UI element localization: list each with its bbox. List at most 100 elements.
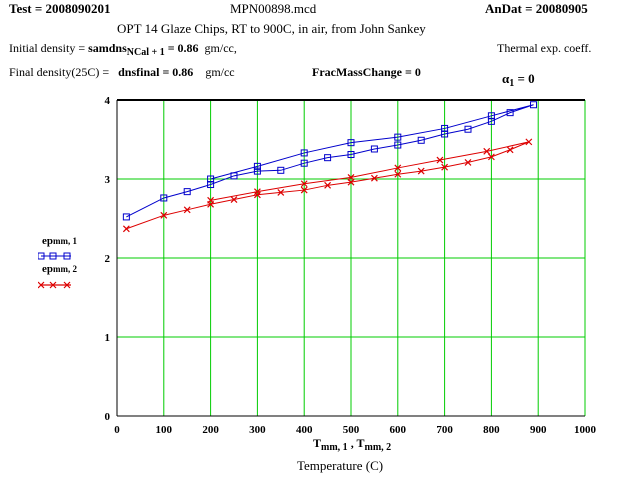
data-point — [207, 196, 215, 204]
y-tick-label: 2 — [105, 253, 111, 265]
data-point — [347, 139, 355, 147]
data-point — [300, 186, 308, 194]
data-point — [122, 225, 130, 233]
initial-density-var: samdns — [88, 41, 127, 55]
file-name: MPN00898.mcd — [230, 1, 317, 16]
series-1-line — [126, 104, 534, 218]
data-point — [464, 125, 472, 133]
data-point — [441, 163, 449, 171]
chart-series — [122, 101, 538, 233]
data-point — [530, 101, 538, 109]
y-tick-label: 4 — [105, 95, 111, 107]
data-point — [300, 159, 308, 167]
y-tick-label: 3 — [105, 174, 111, 186]
series-1 — [122, 101, 538, 221]
final-density-expr: dnsfinal = 0.86 — [118, 65, 194, 79]
initial-density: Initial density = samdnsNCal + 1 = 0.86 … — [9, 42, 237, 58]
x-axis-title-sub1: mm, 1 — [321, 442, 348, 453]
x-axis-title: Tmm, 1 , Tmm, 2 — [313, 437, 391, 453]
alpha-eq: = 0 — [517, 71, 535, 86]
data-point — [370, 174, 378, 182]
x-tick-label: 0 — [114, 424, 120, 436]
x-tick-label: 100 — [156, 424, 173, 436]
data-point — [183, 188, 191, 196]
data-point — [324, 154, 332, 162]
data-point — [253, 167, 261, 175]
data-point — [230, 196, 238, 203]
chart-axes — [116, 99, 585, 417]
data-point — [370, 145, 378, 153]
x-tick-label: 200 — [202, 424, 219, 436]
initial-density-value: = 0.86 — [167, 41, 199, 55]
series-2 — [122, 138, 533, 233]
data-point — [394, 141, 402, 149]
data-point — [417, 136, 425, 144]
data-point — [207, 175, 215, 183]
frac-mass-change: FracMassChange = 0 — [312, 65, 421, 79]
analysis-date: AnDat = 20080905 — [485, 1, 588, 16]
data-point — [347, 151, 355, 159]
x-tick-label: 900 — [530, 424, 547, 436]
chart-tick-labels: 0 100 200 300 400 500 600 700 800 900 1000 0 1 2 3 4 — [105, 95, 597, 436]
data-point — [253, 162, 261, 170]
data-point — [160, 194, 168, 202]
alpha-sub: 1 — [509, 78, 515, 89]
legend-series-2-prefix: ep — [42, 263, 53, 275]
data-point — [183, 206, 191, 214]
data-point — [277, 189, 285, 196]
legend-series-2-sub: mm, 2 — [53, 264, 77, 274]
data-point — [487, 112, 495, 120]
data-point — [464, 158, 472, 166]
x-tick-label: 400 — [296, 424, 313, 436]
data-point — [394, 164, 402, 172]
final-density-units: gm/cc — [205, 65, 235, 79]
data-point — [253, 188, 261, 196]
data-point — [487, 153, 495, 161]
test-id: Test = 2008090201 — [9, 1, 111, 16]
data-point — [324, 181, 332, 189]
x-axis-title-main: T — [313, 436, 322, 450]
data-point — [525, 138, 533, 146]
legend-series-2-swatch — [38, 281, 71, 289]
data-point — [483, 147, 491, 155]
legend-series-1-swatch — [38, 252, 71, 260]
initial-density-label: Initial density = — [9, 41, 86, 55]
x-tick-label: 800 — [483, 424, 500, 436]
data-point — [394, 133, 402, 141]
chart-description: OPT 14 Glaze Chips, RT to 900C, in air, … — [117, 21, 426, 36]
data-point — [436, 156, 444, 164]
data-point — [300, 149, 308, 157]
x-axis-title-sep: , T — [347, 436, 365, 450]
data-point — [277, 166, 285, 174]
data-point — [122, 213, 130, 221]
legend-series-1-sub: mm, 1 — [53, 236, 77, 246]
y-tick-label: 0 — [105, 411, 111, 423]
legend-series-2-label: epmm, 2 — [42, 264, 77, 275]
x-tick-label: 300 — [249, 424, 266, 436]
x-tick-label: 700 — [436, 424, 453, 436]
x-tick-label: 1000 — [574, 424, 597, 436]
final-density-label: Final density(25C) = — [9, 65, 110, 79]
data-point — [160, 211, 168, 219]
x-tick-label: 500 — [343, 424, 360, 436]
data-point — [230, 172, 238, 180]
data-point — [506, 146, 514, 154]
y-tick-label: 1 — [105, 332, 111, 344]
alpha-symbol: α — [502, 71, 510, 86]
data-point — [441, 124, 449, 132]
legend-series-1-label: epmm, 1 — [42, 236, 77, 247]
x-axis-caption: Temperature (C) — [297, 458, 384, 473]
x-axis-title-sub2: mm, 2 — [364, 442, 392, 453]
alpha-value: α1 = 0 — [502, 72, 535, 89]
thermal-exp-label: Thermal exp. coeff. — [497, 41, 592, 55]
x-tick-label: 600 — [390, 424, 407, 436]
data-point — [417, 167, 425, 175]
final-density: Final density(25C) = dnsfinal = 0.86 gm/… — [9, 66, 235, 78]
legend-swatches — [38, 252, 71, 289]
data-point — [300, 180, 308, 188]
initial-density-sub: NCal + 1 — [126, 47, 165, 58]
data-point — [506, 109, 514, 117]
data-point — [394, 170, 402, 178]
legend-series-1-prefix: ep — [42, 235, 53, 247]
